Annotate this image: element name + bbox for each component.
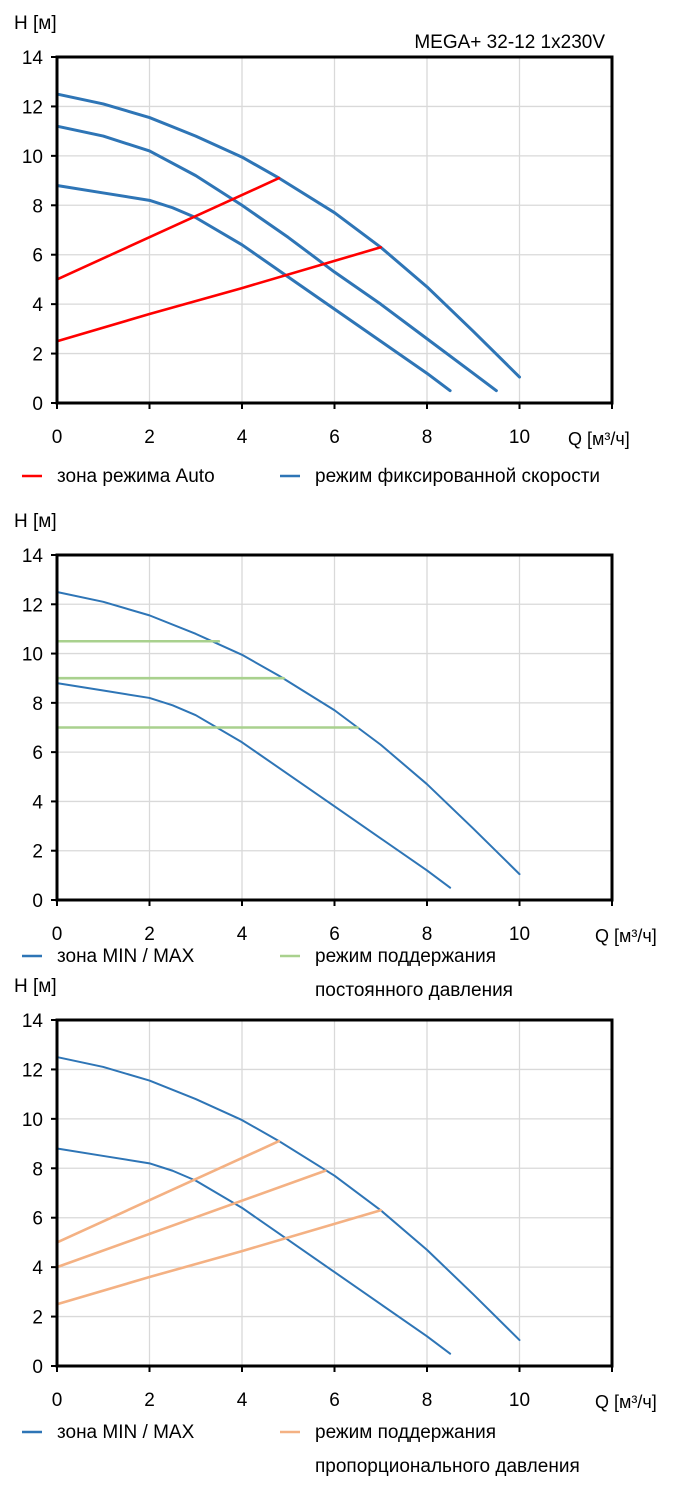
chart-3: 0 2 4 6 8 10 12 14 0 2 4 6 8 10 H [м] Q [м³/ч] зона MIN … [14,976,657,1477]
chart-1: 0 2 4 6 8 10 12 14 0 2 4 6 8 10 H [м] Q [м³/ч] MEGA+ 32-… [14,13,630,487]
series-line-minmax [56,1147,452,1355]
y-axis-label: H [м] [14,511,57,532]
chart-2: 0 2 4 6 8 10 12 14 0 2 4 6 8 10 H [м] Q [м³/ч] зона MIN … [14,511,657,1001]
series-line-auto [55,176,281,281]
x-tick-label: 10 [509,924,530,945]
y-tick-label: 12 [22,595,43,616]
y-tick-label: 0 [32,1357,43,1378]
y-axis-label: H [м] [14,976,57,997]
y-tick-label: 14 [22,546,44,567]
legend-label: зона MIN / MAX [57,1422,195,1443]
series-line-proportional [55,1139,281,1244]
legend-label: режим поддержания [315,1422,496,1443]
series-line-auto [55,246,383,343]
series-line-minmax [56,682,452,889]
y-tick-label: 8 [32,1159,43,1180]
y-tick-label: 2 [32,842,43,863]
x-tick-label: 8 [422,1390,433,1411]
x-tick-label: 0 [52,924,63,945]
y-tick-label: 10 [22,645,43,666]
y-tick-label: 8 [32,196,43,217]
x-tick-label: 0 [52,1390,63,1411]
legend-label-line2: постоянного давления [315,980,513,1001]
x-tick-label: 4 [237,924,248,945]
legend-label-line2: пропорционального давления [315,1456,580,1477]
y-tick-label: 12 [22,97,43,118]
y-tick-label: 10 [22,1110,43,1131]
x-tick-label: 8 [422,427,433,448]
x-tick-label: 4 [237,1390,248,1411]
y-tick-label: 6 [32,743,43,764]
x-tick-label: 2 [144,427,155,448]
x-tick-label: 10 [509,427,530,448]
x-axis-label: Q [м³/ч] [595,926,657,946]
y-tick-label: 6 [32,246,43,267]
series-line-proportional [55,1169,327,1269]
x-axis-label: Q [м³/ч] [568,429,630,449]
legend-label: режим поддержания [315,946,496,967]
y-tick-label: 4 [32,1258,43,1279]
x-tick-label: 6 [329,1390,340,1411]
series-line-minmax [56,590,521,876]
y-tick-label: 4 [32,295,43,316]
x-axis-label: Q [м³/ч] [595,1392,657,1412]
series-line-fixed [55,184,452,393]
y-tick-label: 2 [32,1308,43,1329]
y-tick-label: 0 [32,891,43,912]
x-tick-label: 2 [144,1390,155,1411]
y-tick-label: 10 [22,147,43,168]
series-line-proportional [55,1209,383,1306]
y-tick-label: 6 [32,1209,43,1230]
y-tick-label: 12 [22,1060,43,1081]
x-tick-label: 8 [422,924,433,945]
x-tick-label: 6 [329,427,340,448]
x-tick-label: 0 [52,427,63,448]
x-tick-label: 10 [509,1390,530,1411]
x-tick-label: 6 [329,924,340,945]
series-line-fixed [55,92,521,379]
series-line-minmax [56,1056,521,1342]
y-tick-label: 2 [32,345,43,366]
y-tick-label: 0 [32,394,43,415]
legend-label: зона режима Auto [57,466,215,487]
legend-label: зона MIN / MAX [57,946,195,967]
y-tick-label: 14 [22,48,44,69]
y-tick-label: 14 [22,1011,44,1032]
x-tick-label: 4 [237,427,248,448]
legend-label: режим фиксированной скорости [315,466,600,487]
chart-title: MEGA+ 32-12 1x230V [414,32,605,53]
x-tick-label: 2 [144,924,155,945]
y-tick-label: 8 [32,694,43,715]
y-axis-label: H [м] [14,13,57,34]
series-line-fixed [55,124,498,393]
y-tick-label: 4 [32,792,43,813]
